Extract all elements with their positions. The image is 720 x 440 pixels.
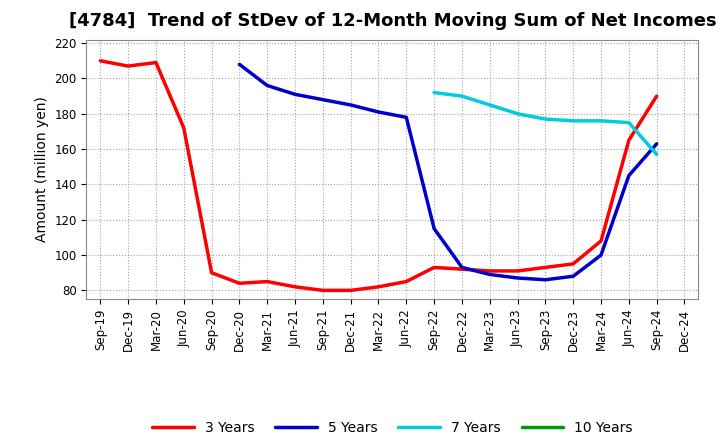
7 Years <box>624 120 633 125</box>
5 Years <box>569 274 577 279</box>
3 Years <box>541 265 550 270</box>
7 Years <box>485 103 494 108</box>
5 Years <box>597 253 606 258</box>
3 Years <box>402 279 410 284</box>
3 Years <box>597 238 606 244</box>
5 Years <box>346 103 355 108</box>
7 Years <box>652 152 661 157</box>
3 Years <box>263 279 271 284</box>
7 Years <box>458 93 467 99</box>
5 Years <box>263 83 271 88</box>
5 Years <box>430 226 438 231</box>
5 Years <box>402 115 410 120</box>
3 Years <box>318 288 327 293</box>
3 Years <box>652 93 661 99</box>
5 Years <box>485 272 494 277</box>
Line: 7 Years: 7 Years <box>434 92 657 154</box>
3 Years <box>179 125 188 131</box>
5 Years <box>652 141 661 147</box>
3 Years <box>124 63 132 69</box>
5 Years <box>318 97 327 102</box>
5 Years <box>235 62 243 67</box>
3 Years <box>374 284 383 290</box>
5 Years <box>291 92 300 97</box>
3 Years <box>152 60 161 65</box>
7 Years <box>513 111 522 117</box>
Title: [4784]  Trend of StDev of 12-Month Moving Sum of Net Incomes: [4784] Trend of StDev of 12-Month Moving… <box>68 12 716 30</box>
3 Years <box>569 261 577 267</box>
3 Years <box>207 270 216 275</box>
7 Years <box>430 90 438 95</box>
7 Years <box>569 118 577 124</box>
3 Years <box>513 268 522 274</box>
3 Years <box>235 281 243 286</box>
3 Years <box>485 268 494 274</box>
7 Years <box>597 118 606 124</box>
Legend: 3 Years, 5 Years, 7 Years, 10 Years: 3 Years, 5 Years, 7 Years, 10 Years <box>146 415 639 440</box>
3 Years <box>430 265 438 270</box>
3 Years <box>346 288 355 293</box>
5 Years <box>624 173 633 178</box>
7 Years <box>541 117 550 122</box>
3 Years <box>291 284 300 290</box>
5 Years <box>513 275 522 281</box>
3 Years <box>96 58 104 63</box>
3 Years <box>458 267 467 272</box>
Y-axis label: Amount (million yen): Amount (million yen) <box>35 96 49 242</box>
3 Years <box>624 138 633 143</box>
Line: 5 Years: 5 Years <box>239 64 657 280</box>
5 Years <box>541 277 550 282</box>
5 Years <box>374 110 383 115</box>
Line: 3 Years: 3 Years <box>100 61 657 290</box>
5 Years <box>458 265 467 270</box>
